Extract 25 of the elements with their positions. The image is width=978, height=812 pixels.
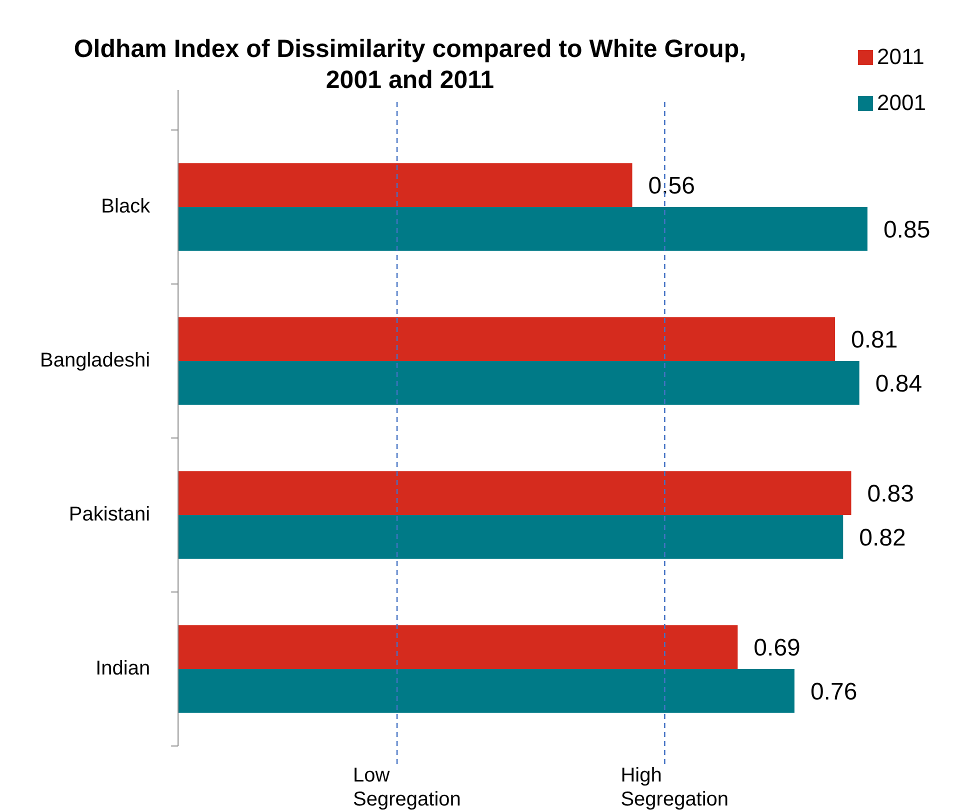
bar <box>178 625 738 669</box>
data-label: 0.81 <box>851 326 898 354</box>
y-tick-label: Black <box>101 196 152 218</box>
data-label: 0.84 <box>875 370 922 398</box>
bar <box>178 361 860 405</box>
data-label: 0.85 <box>883 216 930 244</box>
ref-line-label: High Segregation <box>620 764 729 811</box>
bar <box>178 669 794 713</box>
bar <box>178 163 632 207</box>
bar <box>178 515 844 559</box>
bar <box>178 207 868 251</box>
legend-label: 2011 <box>877 44 924 70</box>
data-label: 0.76 <box>810 678 858 706</box>
y-tick-label: Indian <box>96 658 150 680</box>
data-label: 0.69 <box>754 634 800 662</box>
legend-label: 2001 <box>877 90 926 116</box>
bar <box>178 471 852 515</box>
y-tick-label: Bangladeshi <box>40 350 150 372</box>
data-label: 0.82 <box>859 524 906 552</box>
data-label: 0.83 <box>867 480 914 508</box>
y-tick-label: Pakistani <box>68 504 150 526</box>
chart-title: Oldham Index of Dissimilarity compared to White Group, 2001 and 2011 <box>72 34 748 96</box>
data-label: 0.56 <box>648 172 695 200</box>
ref-line-label: Low Segregation <box>353 764 461 811</box>
bar <box>178 317 836 361</box>
